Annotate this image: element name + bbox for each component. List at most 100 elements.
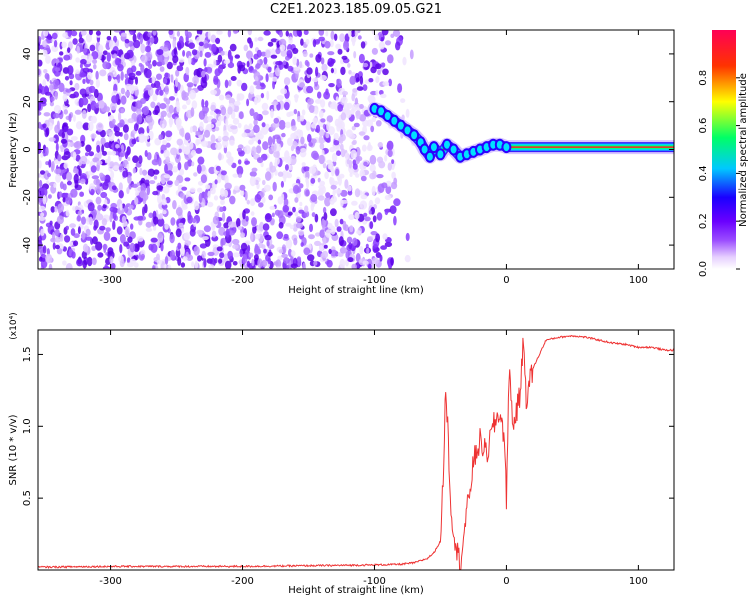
noise-speckle xyxy=(254,193,262,203)
x-tick-label: 100 xyxy=(629,576,648,587)
noise-speckle xyxy=(347,63,351,68)
noise-speckle xyxy=(225,228,230,238)
noise-speckle xyxy=(126,49,134,59)
noise-speckle xyxy=(393,198,401,207)
noise-speckle xyxy=(138,155,143,165)
noise-speckle xyxy=(329,146,335,153)
noise-speckle xyxy=(85,152,89,157)
noise-speckle xyxy=(43,173,47,179)
noise-speckle xyxy=(362,84,368,91)
noise-speckle xyxy=(287,211,293,216)
noise-speckle xyxy=(255,63,261,69)
noise-speckle xyxy=(345,250,351,259)
noise-speckle xyxy=(181,90,187,100)
noise-speckle xyxy=(153,169,160,175)
noise-speckle xyxy=(378,41,385,50)
noise-speckle xyxy=(237,122,242,129)
noise-speckle xyxy=(54,91,58,100)
noise-speckle xyxy=(225,118,229,128)
noise-speckle xyxy=(329,176,333,185)
noise-speckle xyxy=(138,133,146,144)
noise-speckle xyxy=(146,142,151,147)
noise-speckle xyxy=(201,70,206,78)
noise-speckle xyxy=(331,152,338,163)
x-tick-label: -100 xyxy=(363,576,386,587)
noise-speckle xyxy=(283,233,289,239)
noise-speckle xyxy=(172,55,179,64)
noise-speckle xyxy=(101,54,105,63)
noise-speckle xyxy=(80,30,87,36)
noise-speckle xyxy=(106,151,113,156)
noise-speckle xyxy=(368,263,372,269)
noise-speckle xyxy=(330,208,337,217)
noise-speckle xyxy=(50,206,56,213)
noise-speckle xyxy=(283,101,290,111)
noise-speckle xyxy=(381,62,386,68)
noise-speckle xyxy=(345,129,353,138)
noise-speckle xyxy=(68,113,72,122)
noise-speckle xyxy=(332,180,339,186)
noise-speckle xyxy=(199,243,207,249)
noise-speckle xyxy=(72,38,78,45)
noise-speckle xyxy=(259,221,265,232)
noise-speckle xyxy=(339,247,347,254)
noise-speckle xyxy=(340,134,346,142)
noise-speckle xyxy=(164,58,169,65)
noise-speckle xyxy=(274,67,281,77)
noise-speckle xyxy=(220,238,224,248)
noise-speckle xyxy=(80,178,86,185)
noise-speckle xyxy=(79,88,87,96)
colorbar-tick-label: 0.2 xyxy=(698,213,709,229)
noise-speckle xyxy=(253,81,260,86)
noise-speckle xyxy=(154,137,162,146)
noise-speckle xyxy=(336,124,341,132)
noise-speckle xyxy=(385,185,392,195)
noise-speckle xyxy=(157,194,162,204)
noise-speckle xyxy=(175,207,183,216)
noise-speckle xyxy=(46,74,50,82)
noise-speckle xyxy=(301,109,306,116)
noise-speckle xyxy=(191,125,198,133)
noise-speckle xyxy=(163,174,171,179)
noise-speckle xyxy=(359,114,367,122)
noise-speckle xyxy=(63,109,68,115)
noise-speckle xyxy=(185,145,191,154)
noise-speckle xyxy=(203,129,211,138)
noise-speckle xyxy=(227,250,234,260)
noise-speckle xyxy=(133,243,140,253)
noise-speckle xyxy=(246,199,250,205)
noise-speckle xyxy=(150,101,156,109)
noise-speckle xyxy=(387,149,393,158)
noise-speckle xyxy=(298,209,305,214)
noise-speckle xyxy=(51,160,55,171)
noise-speckle xyxy=(142,206,145,217)
noise-speckle xyxy=(113,126,120,133)
noise-speckle xyxy=(331,101,337,108)
noise-speckle xyxy=(296,187,302,193)
noise-speckle xyxy=(232,261,238,266)
noise-speckle xyxy=(198,192,203,203)
noise-speckle xyxy=(276,95,284,101)
noise-speckle xyxy=(109,256,114,265)
noise-speckle xyxy=(251,146,257,157)
noise-speckle xyxy=(203,43,210,49)
noise-speckle xyxy=(257,157,264,164)
noise-speckle xyxy=(140,98,147,104)
noise-speckle xyxy=(113,53,117,59)
noise-speckle xyxy=(91,257,97,266)
noise-speckle xyxy=(175,69,180,77)
noise-speckle xyxy=(50,96,55,102)
noise-speckle xyxy=(232,173,239,178)
noise-speckle xyxy=(198,110,205,120)
noise-speckle xyxy=(67,30,72,37)
noise-speckle xyxy=(278,38,287,48)
noise-speckle xyxy=(324,171,329,180)
noise-speckle xyxy=(330,67,334,74)
noise-speckle xyxy=(131,138,137,145)
noise-speckle xyxy=(350,30,356,37)
noise-speckle xyxy=(162,210,167,215)
noise-speckle xyxy=(353,51,357,59)
noise-speckle xyxy=(233,101,241,106)
noise-speckle xyxy=(362,119,369,127)
noise-speckle xyxy=(40,228,45,236)
